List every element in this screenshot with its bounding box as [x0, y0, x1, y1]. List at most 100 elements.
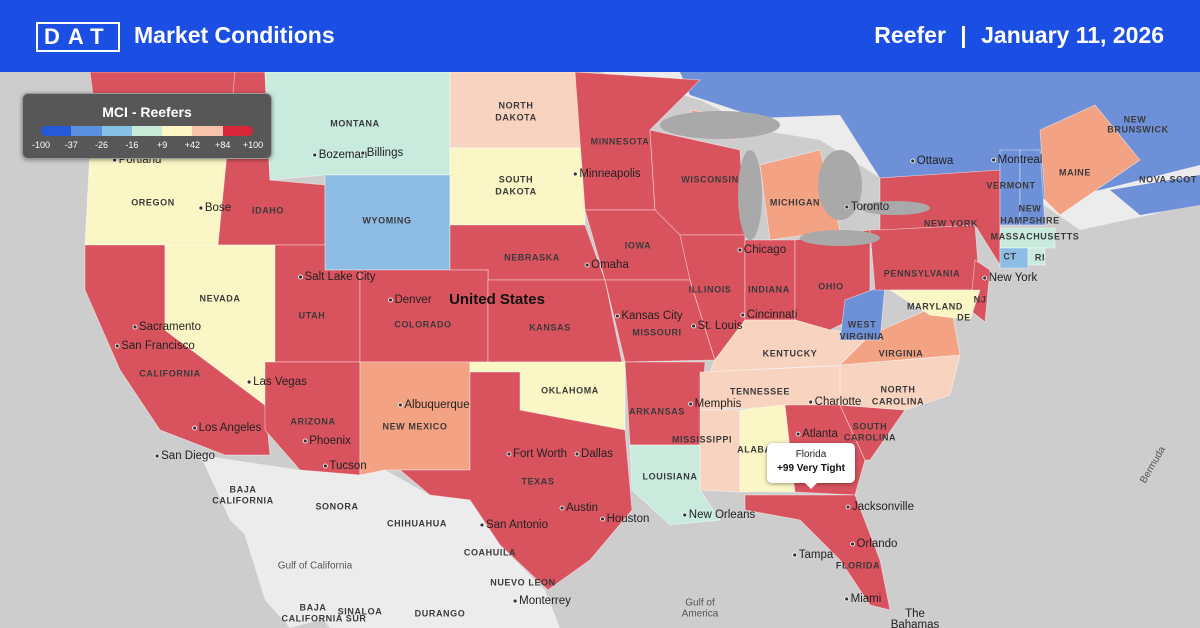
city-dot: [198, 205, 204, 211]
city-dot: [360, 150, 366, 156]
city-label: Salt Lake City: [305, 271, 376, 283]
state-label: FLORIDA: [836, 560, 880, 570]
legend-label: +100: [242, 140, 264, 150]
state-label: KENTUCKY: [763, 348, 818, 358]
city-dot: [737, 247, 743, 253]
state-label: DAKOTA: [495, 186, 536, 196]
city-dot: [246, 379, 252, 385]
city-label: Monterrey: [519, 595, 571, 607]
state-label: COLORADO: [394, 319, 451, 329]
legend-label: +84: [215, 140, 231, 150]
city-dot: [600, 516, 605, 522]
date: January 11, 2026: [981, 22, 1164, 48]
legend-swatch: [71, 126, 102, 136]
city-label: Tampa: [799, 549, 834, 561]
city-dot: [574, 451, 580, 457]
state-label: BAJA: [300, 602, 327, 612]
city-dot: [682, 512, 688, 518]
mode: Reefer: [874, 22, 946, 48]
city-label: St. Louis: [698, 320, 743, 332]
state-label: CHIHUAHUA: [387, 518, 447, 528]
state-label: BAJA: [230, 484, 257, 494]
water-label: America: [682, 609, 719, 620]
state-label: NUEVO LEON: [490, 577, 556, 587]
city-label: Omaha: [591, 259, 629, 271]
state-label: NEBRASKA: [504, 252, 560, 262]
state-label: ARIZONA: [290, 416, 335, 426]
city-label: Billings: [367, 147, 404, 159]
state-label: MASSACHUSETTS: [991, 231, 1080, 241]
state-label: CT: [1003, 251, 1016, 261]
state-label: NEW MEXICO: [382, 421, 447, 431]
city-label: Sacramento: [139, 321, 201, 333]
city-label: Toronto: [851, 201, 889, 213]
state-label: MISSOURI: [632, 327, 681, 337]
state-label: NORTH: [499, 100, 534, 110]
city-label: Jacksonville: [852, 501, 914, 513]
state-label: NORTH: [881, 384, 916, 394]
city-dot: [844, 596, 850, 602]
state-label: CAROLINA: [844, 432, 896, 442]
city-dot: [982, 275, 988, 281]
city-dot: [114, 343, 120, 349]
state-label: TEXAS: [521, 476, 554, 486]
city-dot: [397, 402, 403, 408]
city-label: Charlotte: [815, 396, 862, 408]
state-label: BRUNSWICK: [1107, 124, 1168, 134]
city-dot: [312, 152, 318, 158]
city-dot: [844, 204, 850, 210]
city-label: Houston: [607, 513, 650, 525]
tooltip-value: +99 Very Tight: [777, 463, 845, 474]
city-dot: [302, 438, 308, 444]
state-label: DURANGO: [415, 608, 466, 618]
state-label: MISSISSIPPI: [672, 434, 732, 444]
state-label: OHIO: [818, 281, 843, 291]
city-dot: [298, 274, 303, 280]
legend-swatch: [192, 126, 223, 136]
city-label: The: [905, 608, 925, 620]
city-label: Los Angeles: [199, 422, 262, 434]
city-dot: [559, 505, 565, 511]
city-label: New York: [989, 272, 1038, 284]
state-label: NEW: [1019, 203, 1042, 213]
state-label: CAROLINA: [872, 396, 924, 406]
city-dot: [688, 401, 694, 407]
city-dot: [845, 504, 851, 510]
city-label: Atlanta: [802, 428, 838, 440]
city-dot: [850, 541, 855, 547]
legend-label: -16: [125, 140, 139, 150]
city-dot: [584, 262, 590, 268]
state-label: MONTANA: [330, 118, 380, 128]
legend-label: +42: [184, 140, 201, 150]
city-dot: [322, 463, 328, 469]
city-label: San Diego: [161, 450, 215, 462]
city-dot: [808, 399, 814, 405]
state-label: MAINE: [1059, 167, 1091, 177]
state-label: VIRGINIA: [840, 331, 885, 341]
city-label: New Orleans: [689, 509, 756, 521]
city-label: Austin: [566, 502, 598, 514]
legend-title: MCI - Reefers: [102, 104, 192, 120]
state-label: UTAH: [299, 310, 326, 320]
state-label: SOUTH: [499, 174, 534, 184]
legend-labels: -100 -37 -26 -16 +9 +42 +84 +100: [32, 140, 263, 152]
state-label: NEW YORK: [924, 218, 978, 228]
legend-swatch: [131, 126, 163, 136]
state-label: IOWA: [625, 240, 651, 250]
legend-label: -100: [31, 140, 50, 150]
state-label: NOVA SCOT: [1139, 174, 1197, 184]
city-label: San Antonio: [486, 519, 548, 531]
city-label: Bahamas: [891, 619, 940, 628]
city-label: Fort Worth: [513, 448, 567, 460]
separator: |: [960, 22, 967, 48]
state-label: VIRGINIA: [879, 348, 924, 358]
header: DAT Market Conditions Reefer | January 1…: [0, 0, 1200, 72]
logo: DAT: [36, 22, 120, 52]
legend-label: +9: [157, 140, 168, 150]
state-label: OKLAHOMA: [541, 385, 599, 395]
city-label: Las Vegas: [253, 376, 307, 388]
city-label: Bozeman: [319, 149, 368, 161]
city-label: Bose: [205, 202, 231, 214]
state-label: HAMPSHIRE: [1000, 215, 1059, 225]
